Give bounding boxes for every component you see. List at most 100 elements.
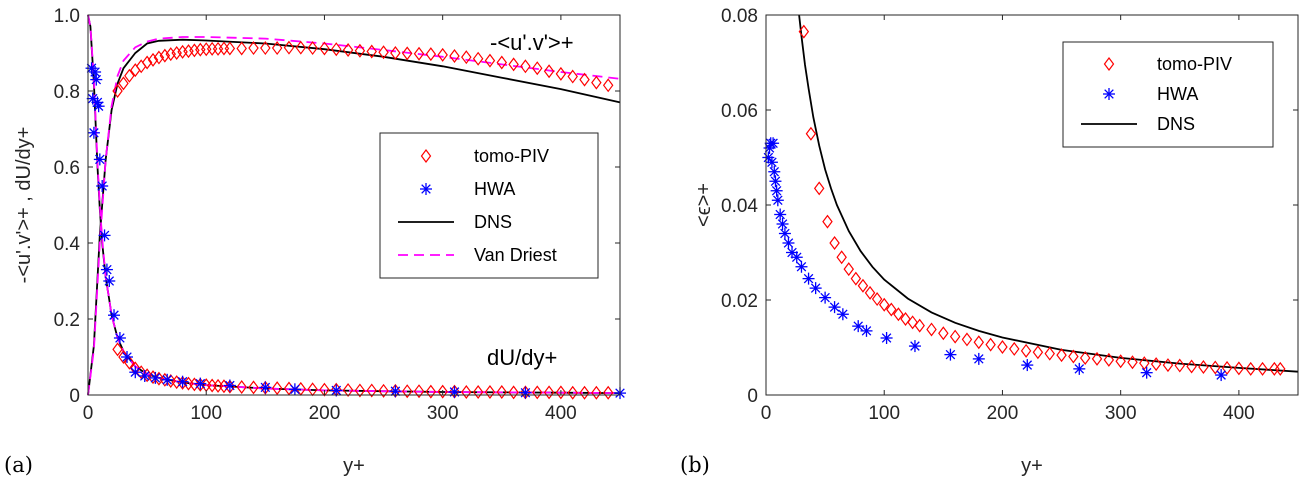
panel-b-legend-tomo-piv-symbol [1103,57,1115,71]
panel-a-tomo-piv-point [508,385,519,400]
panel-b-hwa-point [802,272,815,285]
panel-b-hwa-point [795,260,808,273]
panel-b-marks [762,14,1299,382]
panel-a-tomo-piv-point [224,379,236,394]
panel-a-tomo-piv-point [319,41,330,56]
panel-a-tomo-piv-point [354,43,366,58]
panel-b-legend-hwa-label: HWA [1157,84,1198,104]
panel-b-tomo-piv-point [949,329,961,344]
panel-b-hwa-point [1021,359,1034,372]
panel-b-hwa-point [762,151,775,164]
panel-b-tomo-piv-point [1068,349,1079,364]
panel-a-tomo-piv-point [555,66,567,81]
panel-b-hwa-point [1140,366,1153,379]
panel-a-hwa-point [90,73,103,86]
panel-a-tomo-piv-point [295,40,307,55]
panel-b-hwa-point [1073,362,1086,375]
panel-a-tomo-piv-point [112,84,123,98]
panel-b-tomo-piv-point [938,326,949,341]
panel-a-legend-dns-label: DNS [474,212,512,232]
panel-b-tomo-piv-point [843,262,855,277]
panel-b-tomo-piv-point [973,335,985,350]
panel-a-tomo-piv-point [165,47,177,62]
panel-a-tomo-piv-point [401,46,413,61]
panel-b-tomo-piv-point [850,271,862,286]
panel-a-tomo-piv-point [366,383,377,398]
panel-a-hwa-point [92,100,105,113]
panel-b-tomo-piv-point [1174,358,1186,373]
panel-a-legend-hwa-label: HWA [474,179,515,199]
panel-a-hwa-point [194,377,207,390]
panel-a-xtick-label: 400 [545,403,577,424]
panel-a-tomo-piv-point [449,49,460,64]
panel-a-hwa-point [93,153,106,166]
panel-b-xtick-label: 400 [1223,403,1255,424]
panel-b-hwa-point [819,291,832,304]
panel-a-tomo-piv-point [484,53,496,68]
panel-b-hwa-point [809,282,822,295]
panel-b-tomo-piv-point [997,340,1008,355]
panel-a-tomo-piv-point [496,384,508,399]
panel-a-legend-van-driest-label: Van Driest [474,245,557,265]
panel-a-van-driest-line-1 [87,36,621,396]
panel-a-tomo-piv-point [531,61,543,76]
panel-b-hwa-point [770,184,783,197]
panel-b-tomo-piv-point [822,214,833,229]
panel-b-tomo-piv-point [857,278,869,293]
panel-a-tomo-piv-point [484,384,496,399]
panel-b-tomo-piv-point [798,24,810,39]
panel-b-tomo-piv-point [1020,343,1032,358]
panel-a-hwa-point [138,370,151,382]
panel-b-xlabel: y+ [1021,455,1043,477]
panel-a-tomo-piv-point [331,42,342,57]
panel-a-tomo-piv-point [543,64,555,79]
panel-b-tomo-piv-point [1009,341,1020,356]
panel-a-tomo-piv-point [271,381,283,396]
panel-a-tomo-piv-point [461,50,472,65]
panel-a-ytick-label: 1.0 [54,6,80,27]
panel-b-tomo-piv-point [871,292,883,307]
panel-a-legend: tomo-PIV HWA DNS Van Driest [379,132,599,279]
panel-a-ytick-label: 0.6 [54,158,80,179]
panel-b-ytick-label: 0.08 [721,6,758,27]
panel-a-tomo-piv-point [307,41,318,56]
panel-b-tomo-piv-point [1257,361,1268,376]
panel-a-marks [85,14,626,400]
panel-a-tomo-piv-point [159,48,171,63]
panel-b-tomo-piv-point [836,250,847,265]
panel-b-tomo-piv-point [926,322,937,337]
panel-a-hwa-point [176,375,189,388]
panel-b-hwa-point [860,324,873,337]
panel-b-tomo-piv-point [893,307,904,322]
panel-a-tomo-piv-point [378,383,389,398]
panel-b-tomo-piv-point [961,332,973,347]
panel-b-hwa-point [880,332,893,344]
panel-b-hwa-point [778,227,791,240]
panel-a-hwa-point [113,332,126,344]
panel-a-tomo-piv-point [425,384,437,399]
panel-b-hwa-point [836,308,849,321]
panel-b-tomo-piv-point [914,318,925,333]
panel-b-chart: 0 100 200 300 400 0 0.02 0.04 0.06 0.08 y+ <ϵ>+ (… [680,6,1299,477]
panel-b-hwa-point [768,165,781,178]
panel-b-tomo-piv-point [1103,352,1115,367]
panel-a-ylabel: -<u'.v'>+ , dU/dy+ [13,127,35,284]
panel-a-tomo-piv-point [224,41,236,56]
panel-b-tomo-piv-point [1056,348,1067,363]
panel-a-tomo-piv-point [366,44,377,59]
panel-a-annotation-uv: -<u'.v'>+ [490,30,574,55]
panel-a-label: (a) [4,453,33,477]
panel-a-hwa-point [223,379,236,392]
panel-a-tomo-piv-point [413,384,425,399]
panel-a-annotation-dudy: dU/dy+ [487,345,557,370]
panel-b-hwa-point [765,156,778,169]
panel-a-axes-box [87,14,621,396]
panel-a-tomo-piv-point [319,382,330,397]
panel-b-hwa-point [852,320,865,333]
panel-b-hwa-point [774,208,787,221]
panel-b-hwa-point [771,194,784,207]
panel-b-xtick-label: 100 [868,403,900,424]
panel-a-ytick-label: 0 [69,386,80,407]
panel-b-tomo-piv-point [1091,351,1103,366]
panel-a-hwa-point [103,275,116,287]
